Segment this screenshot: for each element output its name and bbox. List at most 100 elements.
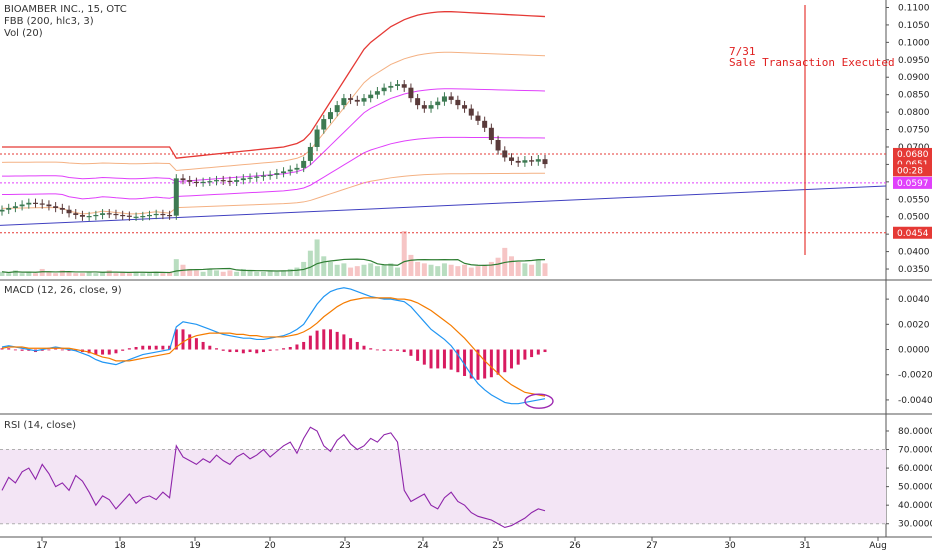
macd-line (1, 287, 546, 405)
volume-bar (126, 273, 132, 276)
macd-histogram-bar (496, 349, 500, 375)
volume-bar (321, 256, 327, 276)
volume-bar (495, 257, 501, 276)
volume-bar (106, 270, 112, 276)
macd-histogram-bar (463, 349, 467, 376)
price-tick-label: 0.1000 (898, 38, 930, 48)
price-tick-label: 0.0900 (898, 73, 930, 83)
volume-bar (529, 264, 535, 276)
volume-bar (274, 271, 280, 276)
volume-bar (522, 263, 528, 276)
candle-body (153, 213, 159, 216)
macd-histogram-bar (201, 341, 205, 350)
candle-body (327, 112, 333, 120)
volume-bar (6, 273, 12, 276)
macd-histogram-bar (429, 349, 433, 369)
macd-histogram-bar (416, 349, 420, 361)
volume-bar (267, 270, 273, 276)
x-tick-label: 20 (264, 541, 276, 550)
x-tick-label: 24 (417, 541, 429, 550)
candle-body (267, 174, 273, 177)
x-tick-label: 18 (114, 541, 126, 550)
volume-bar (247, 270, 253, 276)
candle-body (140, 216, 146, 218)
macd-histogram-bar (449, 349, 453, 370)
volume-bar (287, 268, 293, 276)
price-tag-label: 00:28 (897, 166, 923, 176)
candle-body (321, 119, 327, 130)
candle-body (522, 160, 528, 163)
macd-histogram-bar (181, 329, 185, 350)
price-tag-box (893, 147, 932, 160)
volume-bar (200, 271, 206, 276)
volume-bar (100, 271, 106, 276)
price-tick-label: 0.1050 (898, 21, 930, 31)
candle-body (381, 87, 387, 92)
macd-histogram-bar (94, 349, 98, 355)
candle-body (488, 127, 494, 140)
candle-body (408, 87, 414, 99)
candle-body (133, 216, 139, 218)
volume-bar (428, 264, 434, 276)
volume-bar (0, 271, 5, 276)
candle-body (401, 84, 407, 88)
macd-histogram-bar (228, 349, 232, 353)
candle-body (448, 96, 454, 100)
volume-bar (535, 259, 541, 276)
price-tick-label: 0.0750 (898, 126, 930, 136)
volume-bar (66, 271, 72, 276)
volume-bar (348, 267, 354, 276)
candle-body (86, 216, 92, 218)
volume-bar (435, 266, 441, 276)
candle-body (6, 208, 12, 210)
volume-bar (19, 273, 25, 276)
volume-bar (421, 263, 427, 276)
volume-bar (214, 270, 220, 276)
candle-body (12, 206, 18, 208)
macd-histogram-bar (161, 345, 165, 350)
macd-histogram-bar (67, 349, 71, 351)
volume-bar (327, 261, 333, 276)
candle-body (468, 108, 474, 116)
candle-body (53, 206, 59, 208)
rsi-tick-label: 40.0000 (898, 501, 932, 511)
candle-body (515, 160, 521, 163)
macd-histogram-bar (221, 349, 225, 351)
candle-body (167, 214, 173, 217)
macd-histogram-bar (248, 349, 252, 353)
macd-histogram-bar (282, 348, 286, 350)
volume-bar (240, 268, 246, 276)
price-tag-box (893, 226, 932, 239)
candle-body (79, 214, 85, 217)
volume-bar (314, 239, 320, 276)
volume-bar (140, 273, 146, 276)
fbb-inner-lower-line (1, 136, 546, 200)
macd-histogram-bar (174, 329, 178, 350)
volume-bar (113, 273, 119, 276)
candle-body (455, 99, 461, 106)
symbol-label: BIOAMBER INC., 15, OTC (4, 4, 127, 15)
candle-body (428, 105, 434, 109)
macd-histogram-bar (442, 349, 446, 369)
annotation-text: Sale Transaction Executed (729, 56, 895, 69)
volume-bar (146, 273, 152, 276)
x-tick-label: 17 (36, 541, 47, 550)
rsi-tick-label: 50.0000 (898, 483, 932, 493)
macd-histogram-bar (121, 349, 125, 351)
candle-body (66, 209, 72, 214)
volume-bar (361, 264, 367, 276)
macd-histogram-bar (147, 345, 151, 350)
candle-body (341, 98, 347, 106)
volume-bar (12, 270, 18, 276)
macd-histogram-bar (261, 349, 265, 353)
candle-body (73, 213, 79, 215)
candle-body (502, 150, 508, 158)
volume-bar (415, 261, 421, 276)
candle-body (334, 105, 340, 113)
trend-line (0, 185, 887, 226)
candle-body (415, 98, 421, 106)
macd-histogram-bar (342, 334, 346, 350)
candle-body (441, 96, 447, 102)
volume-bar (455, 266, 461, 276)
